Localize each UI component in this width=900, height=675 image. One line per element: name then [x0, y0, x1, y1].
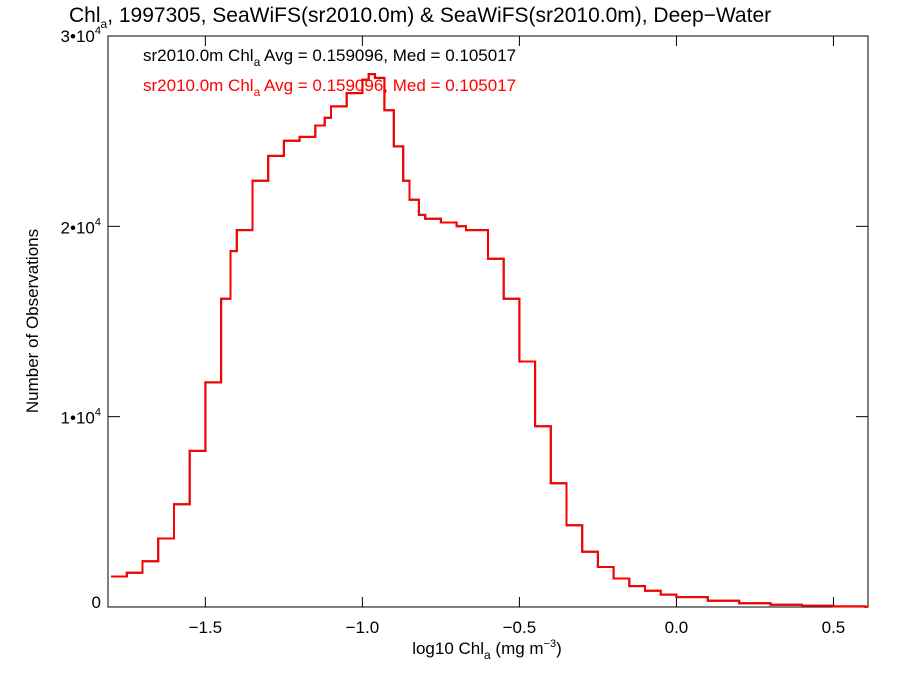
y-tick-exponent: 4 [95, 25, 101, 37]
series-line-1 [111, 73, 868, 608]
chart-title: Chla, 1997305, SeaWiFS(sr2010.0m) & SeaW… [69, 4, 771, 31]
stat-suffix: Avg = 0.159096, Med = 0.105017 [260, 76, 516, 95]
y-tick-base: 3•10 [61, 27, 95, 46]
chart-title-rest: , 1997305, SeaWiFS(sr2010.0m) & SeaWiFS(… [107, 4, 771, 27]
y-tick-exponent: 4 [95, 407, 101, 419]
x-axis-title-superscript: −3 [544, 638, 557, 650]
y-tick-base: 1•10 [61, 409, 95, 428]
x-tick-label: −0.5 [503, 618, 537, 637]
x-axis-ticks: −1.5 −1.0 −0.5 0.0 0.5 [189, 36, 846, 637]
x-tick-label: −1.5 [189, 618, 223, 637]
y-tick-label: 1•104 [61, 407, 101, 428]
series-line-0 [111, 73, 868, 608]
stat-prefix: sr2010.0m Chl [143, 46, 254, 65]
y-tick-exponent: 4 [95, 216, 101, 228]
chart-title-subscript: a [101, 17, 108, 31]
series-layer [111, 73, 868, 608]
x-tick-label: 0.5 [822, 618, 846, 637]
y-tick-label: 2•104 [61, 216, 101, 237]
stat-line-1: sr2010.0m Chla Avg = 0.159096, Med = 0.1… [143, 76, 516, 99]
x-axis-title-unit: (mg m [491, 639, 544, 658]
stat-subscript: a [254, 55, 261, 69]
stat-suffix: Avg = 0.159096, Med = 0.105017 [260, 46, 516, 65]
stat-prefix: sr2010.0m Chl [143, 76, 254, 95]
y-tick-label: 0 [92, 593, 101, 612]
x-tick-label: −1.0 [346, 618, 380, 637]
y-tick-base: 2•10 [61, 218, 95, 237]
stat-line-0: sr2010.0m Chla Avg = 0.159096, Med = 0.1… [143, 46, 516, 69]
x-axis-title-main: log10 Chl [412, 639, 484, 658]
x-axis-title-subscript: a [484, 648, 491, 662]
stat-subscript: a [254, 85, 261, 99]
x-axis-title-end: ) [556, 639, 562, 658]
x-axis-title: log10 Chla (mg m−3) [412, 638, 562, 662]
y-tick-label: 3•104 [61, 25, 101, 46]
x-tick-label: 0.0 [665, 618, 689, 637]
y-tick-base: 0 [92, 593, 101, 612]
plot-frame [107, 35, 869, 608]
y-axis-title: Number of Observations [23, 229, 42, 413]
stats-annotations: sr2010.0m Chla Avg = 0.159096, Med = 0.1… [143, 46, 516, 99]
chart-title-main: Chl [69, 4, 101, 27]
